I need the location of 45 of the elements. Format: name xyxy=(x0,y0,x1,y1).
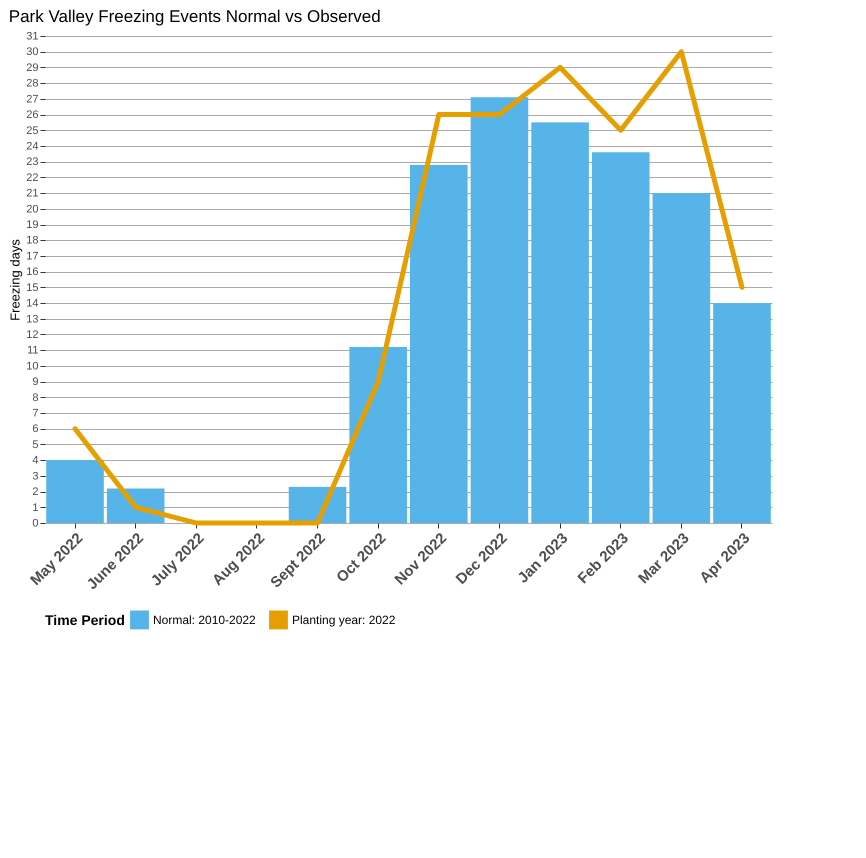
y-tick-label: 29 xyxy=(26,62,38,74)
bar xyxy=(592,152,650,523)
y-tick-label: 12 xyxy=(26,328,38,341)
y-tick-label: 17 xyxy=(26,250,38,262)
bar xyxy=(410,164,468,523)
bar xyxy=(349,347,407,523)
y-tick-label: 22 xyxy=(26,172,38,184)
y-tick-label: 15 xyxy=(26,282,38,294)
bar xyxy=(46,460,104,523)
y-tick-label: 13 xyxy=(26,313,38,326)
y-tick-label: 1 xyxy=(32,502,38,514)
y-tick-label: 6 xyxy=(32,423,38,436)
y-axis-title: Freezing days xyxy=(7,238,22,321)
y-tick-label: 4 xyxy=(32,454,38,467)
y-tick-label: 23 xyxy=(26,156,38,168)
y-tick-label: 8 xyxy=(32,392,38,404)
legend-title: Time Period xyxy=(45,612,125,628)
y-tick-label: 9 xyxy=(32,376,38,388)
y-tick-label: 16 xyxy=(26,266,38,278)
y-tick-label: 0 xyxy=(32,518,38,530)
y-tick-label: 21 xyxy=(26,188,38,200)
y-tick-label: 25 xyxy=(26,124,38,137)
y-tick-label: 24 xyxy=(26,140,38,152)
bar xyxy=(713,303,771,523)
y-tick-label: 20 xyxy=(26,203,38,216)
bar xyxy=(531,122,589,523)
legend-label: Planting year: 2022 xyxy=(292,612,396,627)
y-tick-label: 10 xyxy=(26,360,38,372)
chart-title: Park Valley Freezing Events Normal vs Observed xyxy=(8,7,381,26)
y-tick-label: 14 xyxy=(26,298,38,310)
legend-label: Normal: 2010-2022 xyxy=(153,612,256,627)
bar xyxy=(652,193,710,523)
y-tick-label: 3 xyxy=(32,470,38,482)
y-tick-label: 19 xyxy=(26,219,38,232)
y-tick-label: 7 xyxy=(32,408,38,420)
y-tick-label: 11 xyxy=(27,344,38,357)
y-tick-label: 27 xyxy=(26,93,38,106)
y-tick-label: 2 xyxy=(32,486,38,498)
y-tick-label: 30 xyxy=(26,46,38,58)
y-tick-label: 28 xyxy=(26,78,38,90)
y-tick-label: 31 xyxy=(26,30,38,42)
y-tick-label: 5 xyxy=(32,438,38,451)
bar xyxy=(470,97,528,523)
y-tick-label: 18 xyxy=(26,234,38,247)
y-tick-label: 26 xyxy=(26,109,38,122)
